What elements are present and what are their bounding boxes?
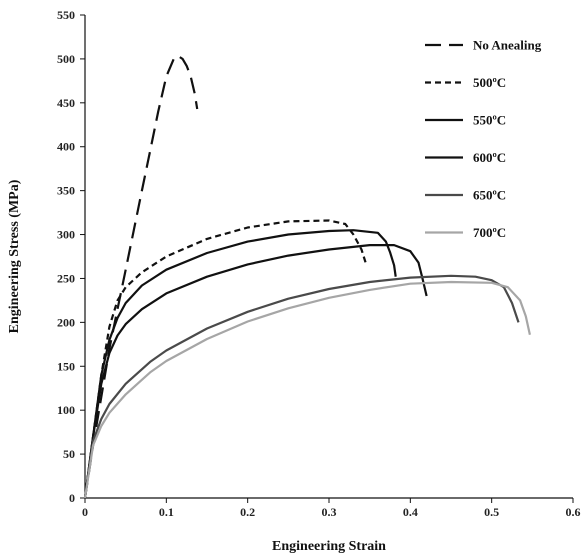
legend-label-2: 550ºC [473,113,506,128]
legend-label-3: 600ºC [473,150,506,165]
y-tick-label: 50 [63,447,75,461]
x-tick-label: 0 [82,505,88,519]
legend: No Anealing 500ºC 550ºC 600ºC 650ºC 700ºC [425,38,542,240]
x-tick-label: 0.3 [322,505,337,519]
y-tick-label: 150 [57,359,75,373]
y-tick-label: 300 [57,228,75,242]
legend-label-4: 650ºC [473,188,506,203]
y-axis-ticks: 0 50 100 150 200 250 300 350 400 450 500 550 [57,8,85,505]
x-tick-label: 0.1 [159,505,174,519]
x-tick-label: 0.6 [566,505,581,519]
series-line-1 [83,219,367,499]
x-tick-label: 0.4 [403,505,418,519]
x-tick-label: 0.2 [240,505,255,519]
y-tick-label: 550 [57,8,75,22]
y-axis-title: Engineering Stress (MPa) [7,179,22,333]
y-tick-label: 200 [57,315,75,329]
y-tick-label: 0 [69,491,75,505]
legend-label-1: 500ºC [473,75,506,90]
legend-label-5: 700ºC [473,225,506,240]
legend-label-0: No Anealing [473,38,542,53]
series-line-2 [83,229,397,499]
series-line-5 [83,280,531,499]
x-tick-label: 0.5 [484,505,499,519]
y-tick-label: 100 [57,403,75,417]
x-axis-title: Engineering Strain [272,539,386,554]
series-lines [83,55,531,499]
x-axis-ticks: 0 0.1 0.2 0.3 0.4 0.5 0.6 [82,498,581,519]
series-line-0 [83,55,199,499]
series-line-4 [83,274,520,499]
y-tick-label: 400 [57,140,75,154]
y-tick-label: 500 [57,52,75,66]
y-tick-label: 250 [57,271,75,285]
series-line-3 [83,244,428,499]
y-tick-label: 350 [57,184,75,198]
y-tick-label: 450 [57,96,75,110]
